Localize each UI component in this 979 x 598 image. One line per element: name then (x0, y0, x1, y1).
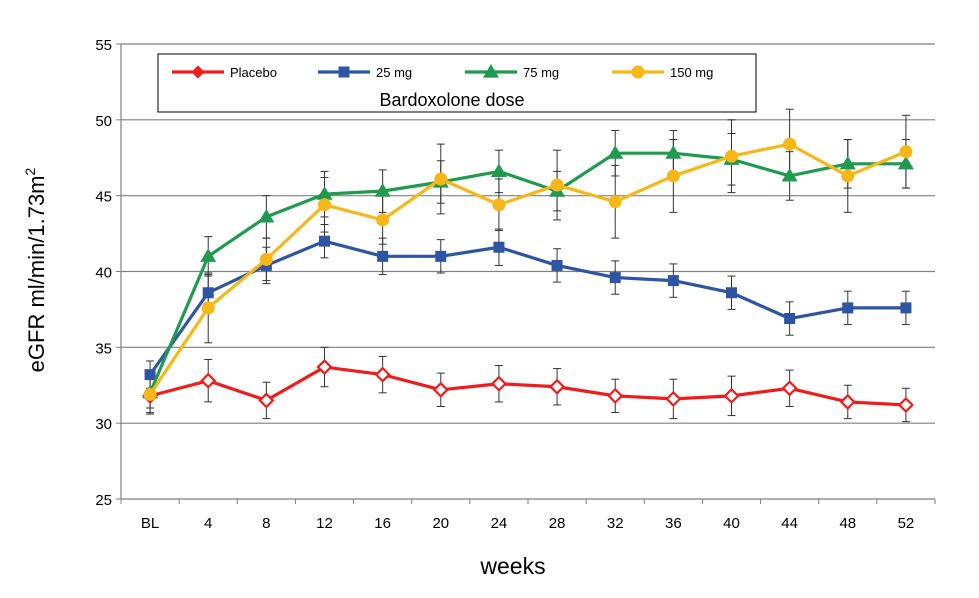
x-tick-label: 52 (898, 515, 915, 532)
data-point-placebo (781, 380, 798, 397)
y-tick-label: 45 (95, 189, 112, 206)
legend-marker-placebo (191, 65, 205, 79)
data-point-placebo (665, 390, 682, 407)
data-point-150-mg (550, 178, 564, 192)
x-tick-label: 44 (781, 515, 798, 532)
data-point-placebo (897, 396, 914, 414)
x-tick-label: 8 (262, 515, 270, 532)
legend-label-75-mg: 75 mg (523, 65, 559, 80)
legend-caption: Bardoxolone dose (379, 90, 524, 110)
data-point-150-mg (376, 213, 390, 227)
x-tick-label: 24 (491, 515, 508, 532)
data-point-150-mg (259, 252, 273, 266)
legend-label-25-mg: 25 mg (376, 65, 412, 80)
series-line-25-mg (148, 239, 906, 376)
y-axis-label-superscript: 2 (22, 167, 38, 175)
data-point-25-mg (900, 302, 912, 314)
x-tick-label: 16 (374, 515, 391, 532)
legend-label-150-mg: 150 mg (670, 65, 713, 80)
data-point-150-mg (318, 198, 331, 212)
x-tick-label: 20 (432, 515, 449, 532)
y-tick-label: 55 (95, 37, 112, 54)
data-point-placebo (374, 366, 391, 383)
x-tick-label: BL (141, 515, 159, 532)
data-point-150-mg (783, 137, 797, 151)
data-point-placebo (607, 387, 624, 404)
data-point-placebo (432, 381, 449, 398)
data-point-75-mg (607, 145, 624, 159)
data-point-25-mg (609, 272, 621, 284)
x-tick-label: 48 (839, 515, 856, 532)
legend-marker-25-mg (338, 66, 350, 78)
data-point-25-mg (377, 250, 389, 262)
y-tick-label: 40 (95, 265, 112, 282)
data-point-25-mg (202, 287, 214, 299)
data-point-25-mg (144, 369, 156, 381)
y-tick-label: 25 (95, 492, 112, 509)
data-point-150-mg (201, 301, 215, 315)
series-plot (142, 108, 914, 423)
data-point-25-mg (551, 259, 563, 271)
x-tick-label: 4 (204, 515, 212, 532)
data-point-75-mg (200, 248, 217, 262)
legend-marker-75-mg (483, 64, 499, 78)
data-point-150-mg (666, 169, 680, 183)
x-tick-label: 28 (549, 515, 566, 532)
data-point-75-mg (781, 167, 798, 182)
legend-label-placebo: Placebo (230, 65, 277, 80)
data-point-placebo (723, 387, 740, 404)
x-tick-label: 12 (316, 515, 333, 532)
data-point-placebo (316, 358, 333, 376)
data-point-75-mg (839, 155, 856, 170)
y-axis-label: eGFR ml/min/1.73m2 (22, 167, 49, 372)
data-point-25-mg (319, 235, 330, 247)
data-point-75-mg (490, 163, 507, 177)
data-point-150-mg (899, 145, 913, 159)
data-point-150-mg (492, 198, 506, 212)
data-point-25-mg (784, 313, 796, 325)
data-point-150-mg (143, 387, 157, 401)
data-point-150-mg (434, 172, 448, 186)
legend: Bardoxolone dose Placebo 25 mg 75 mg 150 mg (157, 53, 757, 113)
legend-marker-150-mg (631, 65, 645, 79)
data-point-placebo (490, 375, 507, 392)
data-point-75-mg (665, 145, 682, 159)
legend-box (157, 53, 757, 113)
data-point-25-mg (493, 241, 505, 253)
x-axis-label: weeks (479, 553, 545, 579)
data-point-placebo (839, 393, 856, 410)
data-point-75-mg (258, 208, 275, 223)
data-point-75-mg (374, 183, 391, 197)
series-line-150-mg (148, 142, 907, 396)
data-point-150-mg (841, 169, 855, 183)
data-point-75-mg (316, 186, 333, 200)
data-point-25-mg (667, 275, 679, 287)
data-point-25-mg (842, 302, 854, 314)
data-point-placebo (200, 372, 217, 389)
data-point-placebo (549, 378, 566, 395)
data-point-75-mg (897, 155, 914, 170)
data-point-placebo (258, 392, 275, 409)
data-point-25-mg (726, 287, 737, 299)
series-line-placebo (149, 365, 907, 407)
x-tick-label: 40 (723, 515, 740, 532)
x-tick-label: 32 (607, 515, 624, 532)
series-line-75-mg (148, 151, 906, 394)
data-point-150-mg (608, 195, 622, 209)
y-tick-label: 35 (95, 340, 112, 357)
y-tick-label: 30 (95, 416, 112, 433)
data-point-150-mg (725, 149, 738, 163)
data-point-25-mg (435, 250, 447, 262)
y-axis-label-main: eGFR ml/min/1.73m (24, 175, 49, 372)
y-tick-label: 50 (95, 113, 112, 130)
x-tick-label: 36 (665, 515, 682, 532)
